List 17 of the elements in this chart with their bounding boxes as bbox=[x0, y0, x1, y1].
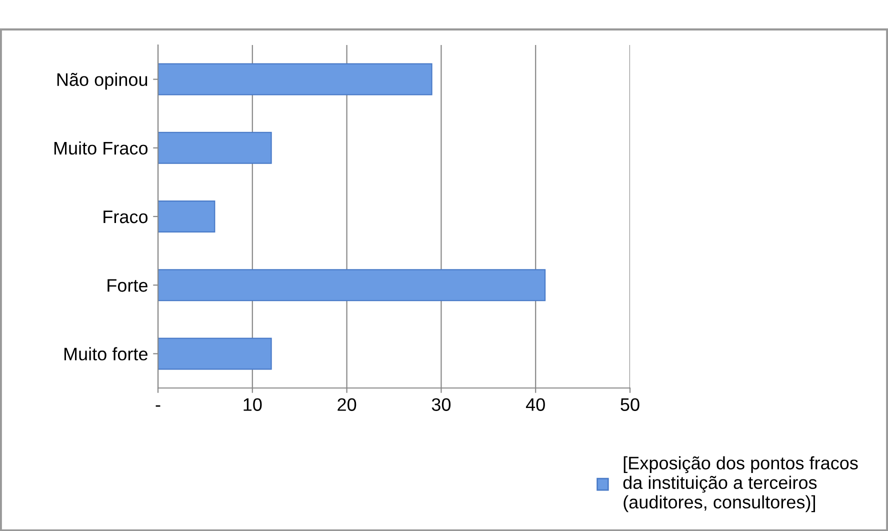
y-tick-label: Muito Fraco bbox=[54, 141, 148, 155]
bar bbox=[158, 338, 272, 370]
bar bbox=[158, 269, 546, 302]
x-tick-label: 40 bbox=[526, 398, 545, 411]
y-tick-label: Muito forte bbox=[64, 347, 148, 360]
x-tick-label: 10 bbox=[244, 398, 262, 411]
y-tick-label: Não opinou bbox=[57, 72, 148, 90]
x-tick-label: 50 bbox=[620, 398, 640, 411]
bar bbox=[158, 132, 272, 164]
bar bbox=[158, 200, 216, 232]
legend-label: [Exposição dos pontos fracos da instituição a terceiros (auditores, consultores)] bbox=[623, 456, 858, 512]
x-tick-label: 20 bbox=[338, 398, 356, 411]
y-tick-label: Fraco bbox=[104, 210, 148, 224]
x-tick-label: 30 bbox=[432, 398, 451, 411]
x-tick-label: - bbox=[156, 405, 160, 407]
y-tick-label: Forte bbox=[108, 279, 148, 292]
bar bbox=[158, 63, 432, 96]
